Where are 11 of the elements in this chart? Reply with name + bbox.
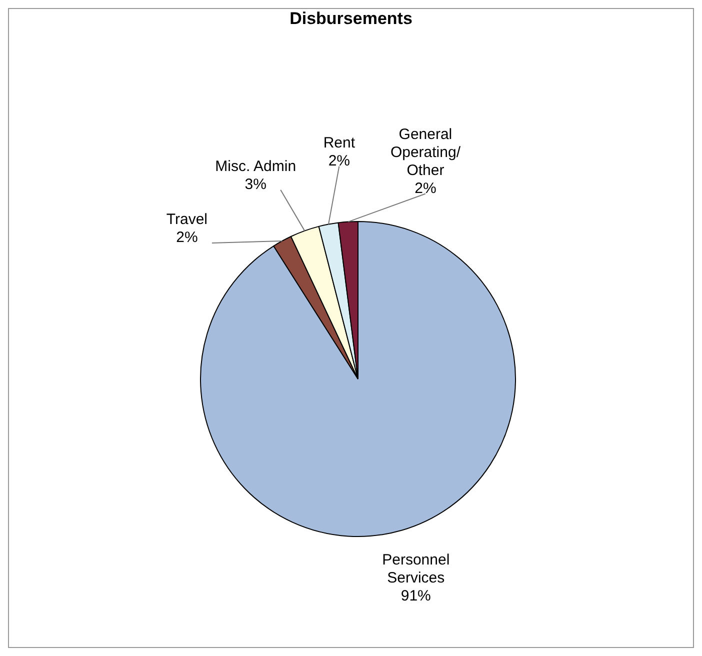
chart-title: Disbursements [288,9,414,30]
data-label: 2% [414,180,436,197]
data-label: 2% [328,152,350,170]
slice-label: Misc. Admin [215,158,296,175]
data-label: 3% [244,176,266,193]
slice-label: Travel [166,211,208,228]
data-label: 2% [176,229,198,246]
slice-label: Personnel Services [382,551,450,586]
slice-label: Rent [323,134,356,152]
slice-label: General Operating/Other [390,126,462,179]
data-label: 91% [400,587,431,604]
